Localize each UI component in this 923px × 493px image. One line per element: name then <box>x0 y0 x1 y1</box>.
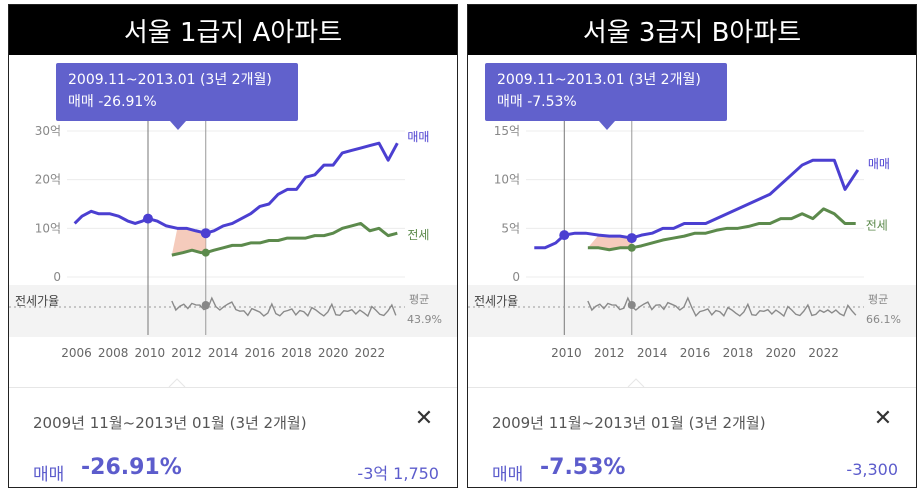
sale-start-marker <box>143 213 153 224</box>
jeonse-end-marker <box>627 243 636 252</box>
summary-amount: -3,300 <box>846 460 898 479</box>
sale-end-marker <box>626 233 637 244</box>
x-tick-label: 2006 <box>61 346 92 360</box>
x-tick-label: 2022 <box>808 346 839 360</box>
ratio-average-label: 평균 <box>409 293 429 306</box>
tooltip-period: 2009.11~2013.01 (3년 2개월) <box>497 72 701 88</box>
ratio-average-value: 66.1% <box>866 313 901 326</box>
y-tick-label: 5억 <box>501 221 520 235</box>
ratio-label: 전세가율 <box>15 294 59 308</box>
x-tick-label: 2008 <box>98 346 129 360</box>
y-tick-label: 15억 <box>494 124 520 138</box>
ratio-marker <box>201 301 210 309</box>
summary-percent: -7.53% <box>540 455 626 480</box>
summary-period: 2009년 11월~2013년 01월 (3년 2개월) <box>33 414 307 432</box>
chart-panel-a: 서울 1급지 A아파트 0 10억 20억 30억 매매 전세 전세가율 평균 43.9% 200… <box>8 4 458 488</box>
caret <box>627 378 645 388</box>
x-tick-label: 2016 <box>245 346 276 360</box>
jeonse-end-marker <box>201 248 210 257</box>
y-tick-label: 30억 <box>35 124 61 138</box>
x-tick-label: 2018 <box>723 346 754 360</box>
tooltip-change: 매매 -26.91% <box>68 94 157 110</box>
x-tick-label: 2012 <box>171 346 202 360</box>
summary-amount: -3억 1,750 <box>357 464 439 483</box>
x-tick-label: 2014 <box>637 346 668 360</box>
panel-title: 서울 1급지 A아파트 <box>9 5 457 55</box>
summary-percent: -26.91% <box>81 455 182 480</box>
x-tick-label: 2010 <box>135 346 166 360</box>
x-tick-label: 2014 <box>208 346 239 360</box>
y-tick-label: 10억 <box>35 221 61 235</box>
ratio-band <box>9 285 457 337</box>
x-tick-label: 2010 <box>551 346 582 360</box>
caret <box>168 378 186 388</box>
ratio-band <box>468 285 916 337</box>
y-tick-label: 10억 <box>494 173 520 187</box>
summary-panel: 2009년 11월~2013년 01월 (3년 2개월) ✕ 매매 -7.53%… <box>468 387 916 487</box>
summary-label: 매매 <box>33 465 65 485</box>
series-label: 매매 <box>868 157 890 171</box>
panel-title: 서울 3급지 B아파트 <box>468 5 916 55</box>
period-tooltip: 2009.11~2013.01 (3년 2개월) 매매 -26.91% <box>56 63 298 130</box>
tooltip-period: 2009.11~2013.01 (3년 2개월) <box>68 72 272 88</box>
sale-start-marker <box>559 230 570 241</box>
series-label: 매매 <box>407 130 429 144</box>
tooltip-change: 매매 -7.53% <box>497 94 577 110</box>
ratio-marker <box>627 301 636 309</box>
gap-highlight-area <box>587 235 632 250</box>
summary-period: 2009년 11월~2013년 01월 (3년 2개월) <box>492 414 766 432</box>
sale-price-line <box>534 158 860 250</box>
x-tick-label: 2022 <box>355 346 386 360</box>
ratio-label: 전세가율 <box>474 294 518 308</box>
x-tick-label: 2012 <box>594 346 625 360</box>
close-button[interactable]: ✕ <box>414 406 434 431</box>
x-tick-label: 2018 <box>281 346 312 360</box>
series-label: 전세 <box>866 218 888 232</box>
x-tick-label: 2020 <box>318 346 349 360</box>
ratio-average-label: 평균 <box>868 293 888 306</box>
y-tick-label: 0 <box>53 270 61 284</box>
x-tick-label: 2020 <box>765 346 796 360</box>
summary-panel: 2009년 11월~2013년 01월 (3년 2개월) ✕ 매매 -26.91… <box>9 387 457 487</box>
gap-highlight-area <box>171 228 206 256</box>
y-tick-label: 0 <box>512 270 520 284</box>
period-tooltip: 2009.11~2013.01 (3년 2개월) 매매 -7.53% <box>485 63 727 130</box>
summary-label: 매매 <box>492 465 524 485</box>
x-tick-label: 2016 <box>680 346 711 360</box>
sale-end-marker <box>200 228 211 239</box>
close-button[interactable]: ✕ <box>873 406 893 431</box>
ratio-average-value: 43.9% <box>407 313 442 326</box>
series-label: 전세 <box>407 228 429 242</box>
sale-price-line <box>73 141 399 235</box>
chart-panel-b: 서울 3급지 B아파트 0 5억 10억 15억 매매 전세 전세가율 평균 66.1% 2010… <box>467 4 917 488</box>
y-tick-label: 20억 <box>35 173 61 187</box>
